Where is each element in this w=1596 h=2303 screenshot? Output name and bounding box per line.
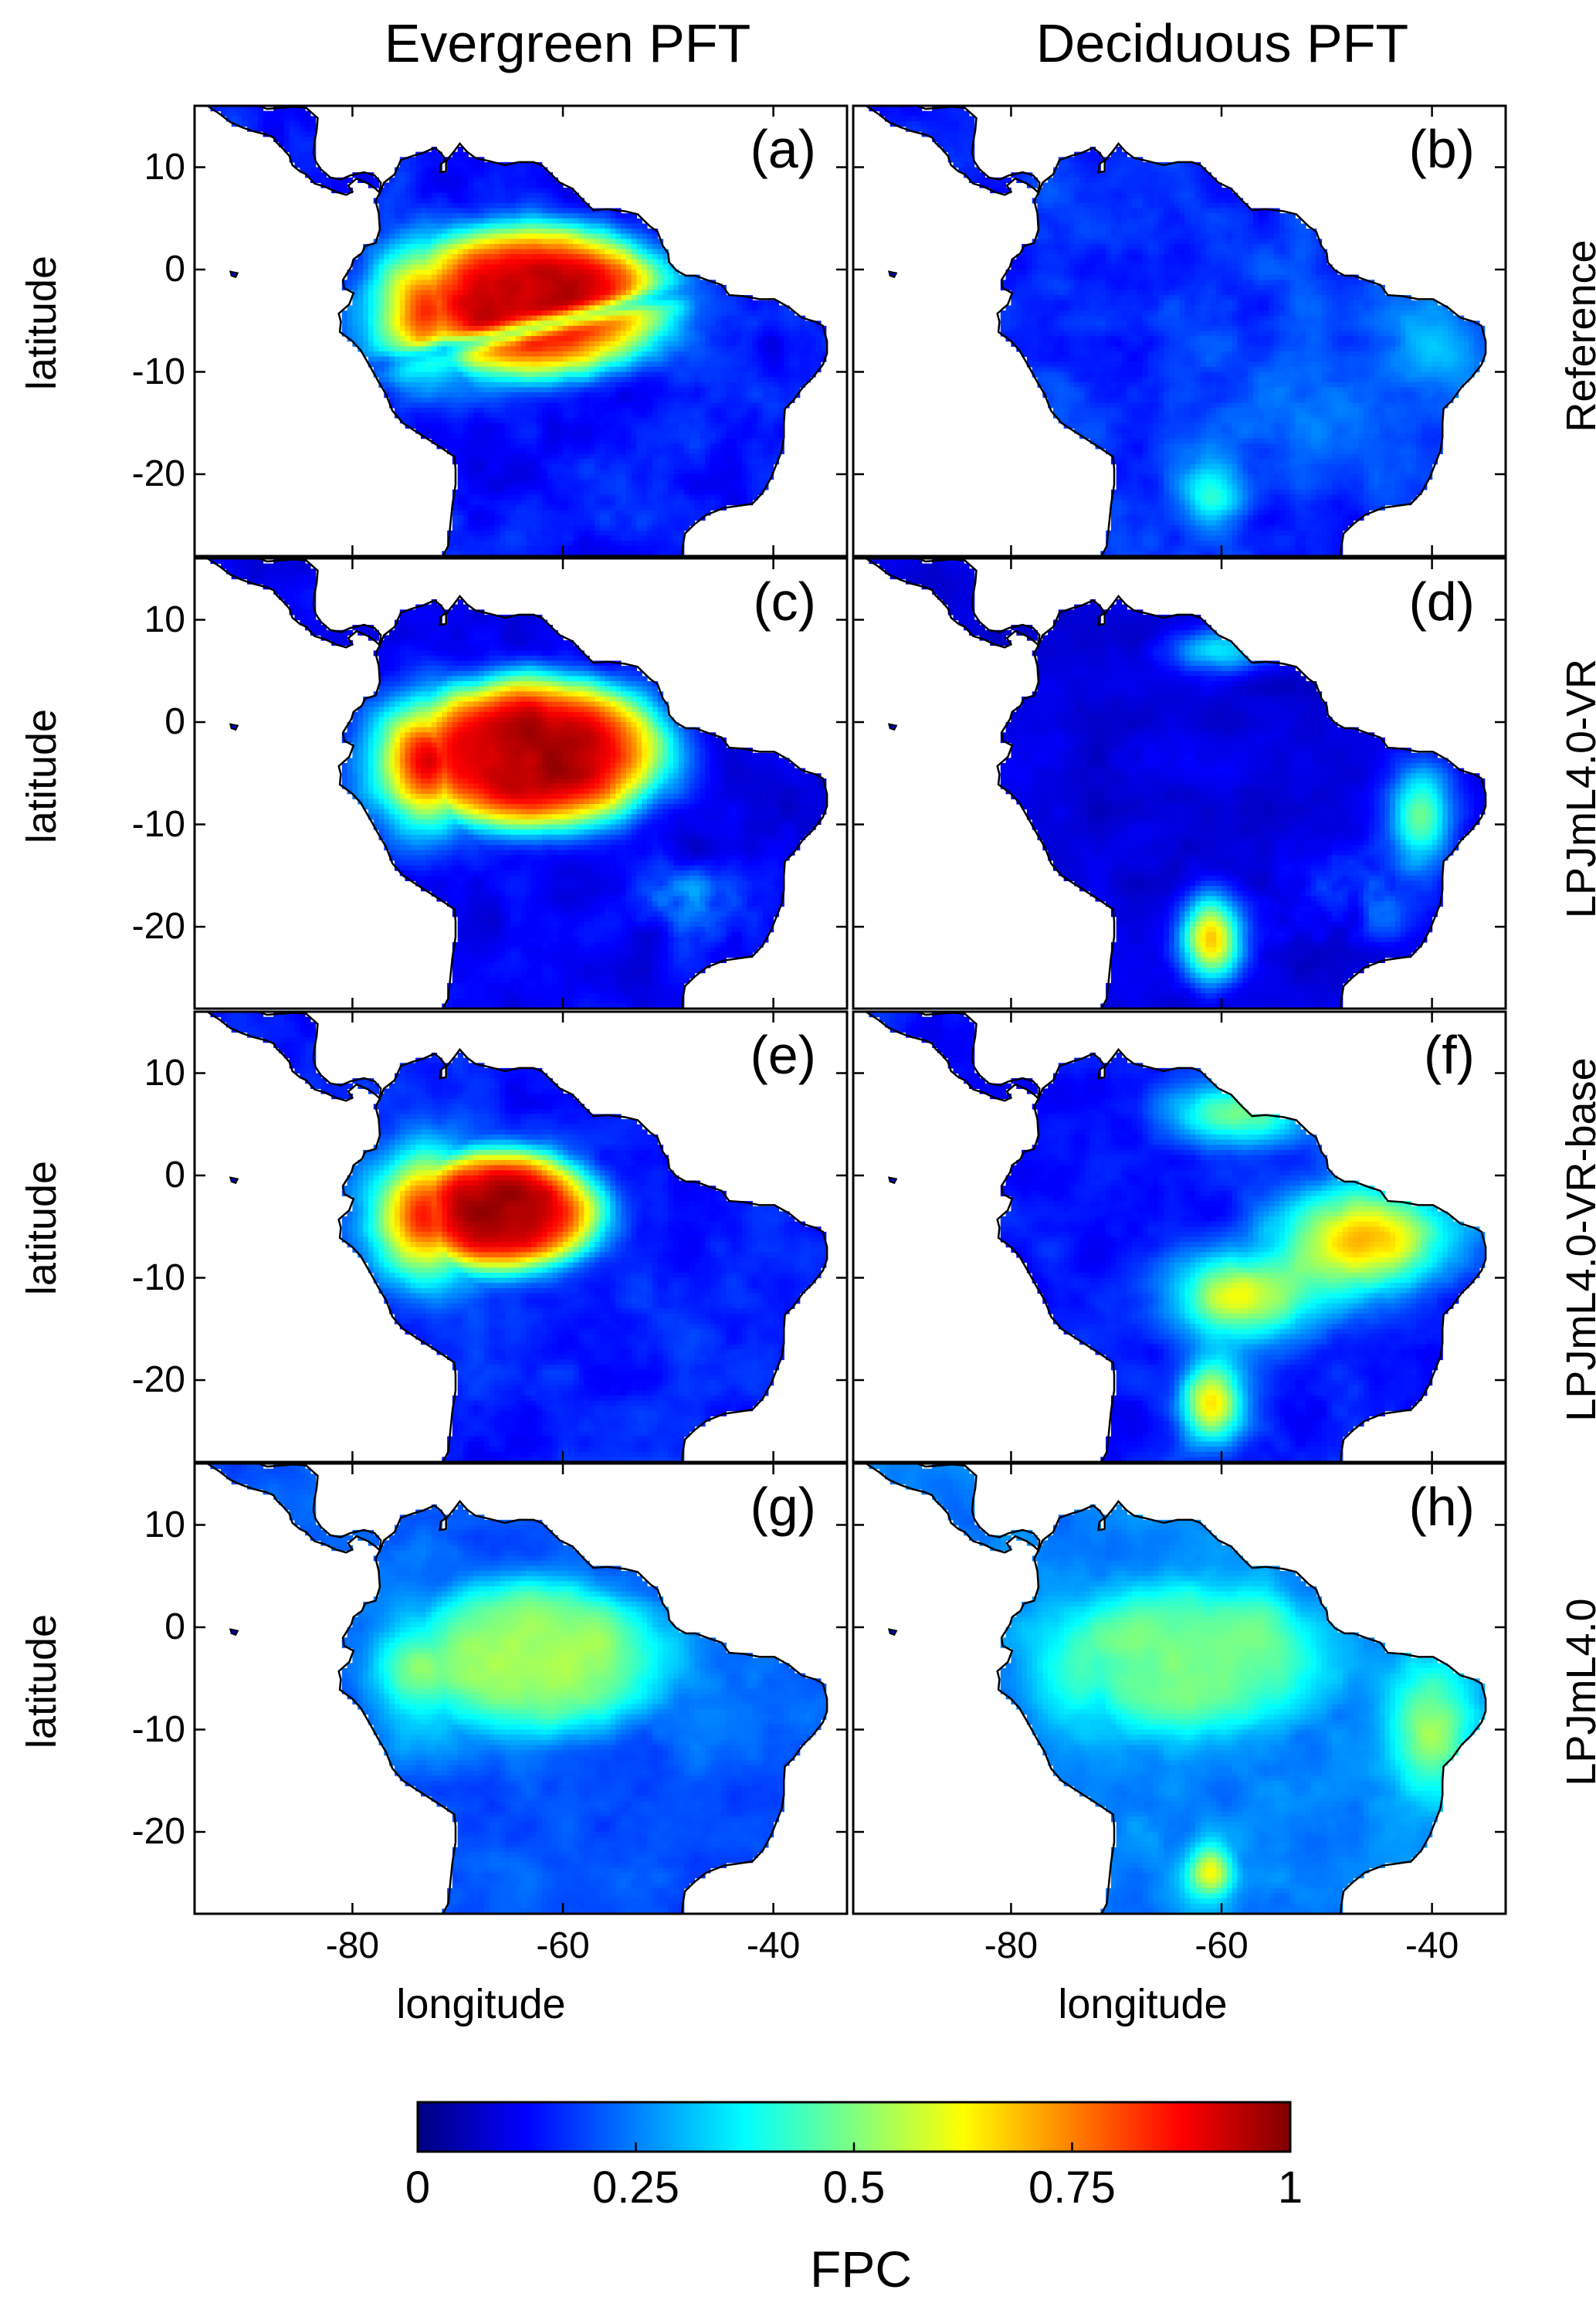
fpc-grid: [198, 558, 828, 1009]
colorbar-tick-label: 0.5: [769, 2162, 939, 2213]
y-tick-label: -10: [62, 1257, 185, 1300]
y-tick-label: 0: [62, 248, 185, 291]
panel-frame: [852, 557, 1507, 1010]
coastline: [198, 1012, 828, 1462]
y-tick-label: 0: [62, 1154, 185, 1197]
y-tick-label: -20: [62, 1810, 185, 1854]
y-tick-label: 0: [62, 1606, 185, 1649]
fpc-grid: [857, 558, 1487, 1009]
map-panel: (b): [852, 104, 1507, 558]
panel-letter: (g): [750, 1477, 816, 1537]
panel-letter: (f): [1424, 1025, 1475, 1085]
x-tick-label: -60: [1160, 1925, 1283, 1968]
panel-frame: [193, 557, 849, 1010]
coastline: [857, 558, 1487, 1009]
map-panel: (d): [852, 557, 1507, 1010]
galapagos-island: [887, 1628, 898, 1637]
y-tick-label: -10: [62, 351, 185, 394]
x-tick-label: -40: [712, 1925, 835, 1968]
panel-letter: (d): [1408, 572, 1475, 632]
y-tick-label: -10: [62, 1708, 185, 1752]
galapagos-island: [229, 1176, 239, 1185]
y-tick-label: 0: [62, 700, 185, 744]
y-tick-label: 10: [62, 1504, 185, 1547]
y-tick-label: 10: [62, 1052, 185, 1095]
x-tick-label: -60: [501, 1925, 625, 1968]
coastline: [857, 106, 1487, 556]
x-tick-label: -40: [1371, 1925, 1494, 1968]
panel-frame: [852, 1462, 1507, 1915]
coastline: [857, 1464, 1487, 1914]
y-tick-label: -20: [62, 905, 185, 948]
panel-frame: [193, 104, 849, 558]
column-title-evergreen: Evergreen PFT: [259, 11, 876, 76]
x-tick-label: -80: [949, 1925, 1072, 1968]
coastline: [198, 106, 828, 556]
fpc-grid: [857, 106, 1487, 556]
column-title-deciduous: Deciduous PFT: [913, 11, 1531, 76]
longitude-label-left: longitude: [249, 1977, 713, 2031]
colorbar-tick-label: 0.75: [988, 2162, 1157, 2213]
fpc-grid: [198, 1012, 828, 1462]
galapagos-island: [229, 723, 239, 731]
galapagos-island: [229, 1628, 239, 1637]
fpc-grid: [857, 1012, 1487, 1462]
galapagos-island: [229, 270, 239, 279]
panel-letter: (h): [1408, 1477, 1475, 1537]
fpc-grid: [857, 1464, 1487, 1914]
map-panel: (g): [193, 1462, 849, 1915]
map-panel: (c): [193, 557, 849, 1010]
colorbar-label: FPC: [707, 2240, 1015, 2298]
y-tick-label: -20: [62, 1358, 185, 1402]
panel-letter: (b): [1408, 119, 1475, 179]
colorbar-tick-label: 0.25: [551, 2162, 721, 2213]
coastline: [198, 1464, 828, 1914]
panel-letter: (c): [753, 572, 816, 632]
fpc-grid: [198, 1464, 828, 1914]
panel-frame: [852, 1010, 1507, 1464]
colorbar-tick-label: 0: [333, 2162, 503, 2213]
panel-frame: [852, 104, 1507, 558]
map-panel: (a): [193, 104, 849, 558]
longitude-label-right: longitude: [911, 1977, 1374, 2031]
y-tick-label: 10: [62, 146, 185, 189]
y-tick-label: -20: [62, 453, 185, 496]
y-tick-label: 10: [62, 599, 185, 642]
map-panel: (h): [852, 1462, 1507, 1915]
coastline: [857, 1012, 1487, 1462]
coastline: [198, 558, 828, 1009]
panel-letter: (e): [750, 1025, 816, 1085]
galapagos-island: [887, 270, 898, 279]
fpc-grid: [198, 106, 828, 556]
colorbar-tick-label: 1: [1205, 2162, 1375, 2213]
panel-letter: (a): [750, 119, 816, 179]
x-tick-label: -80: [290, 1925, 414, 1968]
map-panel: (e): [193, 1010, 849, 1464]
y-tick-label: -10: [62, 803, 185, 846]
panel-frame: [193, 1462, 849, 1915]
map-panel: (f): [852, 1010, 1507, 1464]
panel-frame: [193, 1010, 849, 1464]
galapagos-island: [887, 723, 898, 731]
galapagos-island: [887, 1176, 898, 1185]
